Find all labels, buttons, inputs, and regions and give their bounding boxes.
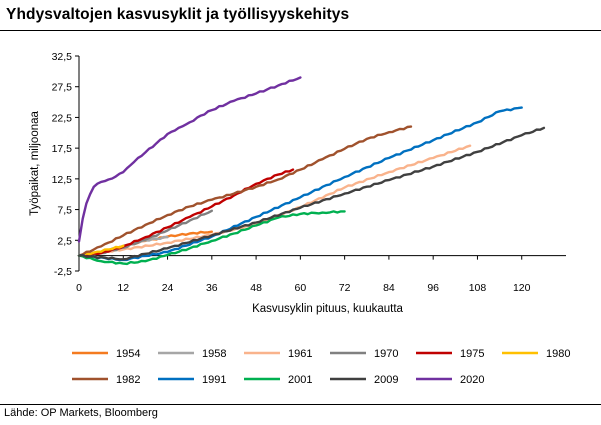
x-tick-label: 24 — [162, 282, 174, 294]
x-tick-label: 72 — [339, 282, 351, 294]
y-tick-label: 27,5 — [52, 82, 73, 94]
x-tick-label: 36 — [206, 282, 218, 294]
legend-label-1980: 1980 — [546, 348, 570, 360]
legend-label-1961: 1961 — [288, 348, 312, 360]
y-tick-label: 17,5 — [52, 143, 73, 155]
legend-label-1991: 1991 — [202, 374, 226, 386]
series-line-1980 — [77, 244, 125, 257]
x-tick-label: 84 — [383, 282, 395, 294]
x-tick-label: 60 — [295, 282, 307, 294]
series-line-2009 — [77, 126, 546, 261]
series-line-1991 — [77, 106, 523, 262]
legend-label-1958: 1958 — [202, 348, 226, 360]
x-tick-label: 0 — [76, 282, 82, 294]
title-divider — [0, 30, 601, 31]
series-line-2020 — [77, 76, 302, 243]
x-axis-title: Kasvusyklin pituus, kuukautta — [252, 303, 403, 315]
legend-label-1982: 1982 — [116, 374, 140, 386]
y-tick-label: 12,5 — [52, 174, 73, 186]
legend-label-2020: 2020 — [460, 374, 484, 386]
x-tick-label: 48 — [250, 282, 262, 294]
x-tick-label: 96 — [427, 282, 439, 294]
y-axis-title: Työpaikat, miljoonaa — [29, 110, 41, 215]
y-tick-label: 7,5 — [57, 205, 72, 217]
y-tick-label: 22,5 — [52, 112, 73, 124]
source-divider — [0, 404, 601, 405]
series-line-1982 — [77, 125, 413, 257]
source-note: Lähde: OP Markets, Bloomberg — [4, 407, 158, 419]
chart-legend: 1954 1958 1961 1970 1975 1980 1982 1991 2001 2009… — [72, 348, 570, 386]
y-tick-label: 32,5 — [52, 51, 73, 63]
series-line-2001 — [77, 210, 346, 266]
x-tick-label: 120 — [513, 282, 531, 294]
y-tick-label: -2,5 — [54, 266, 72, 278]
legend-label-2009: 2009 — [374, 374, 398, 386]
series-line-1961 — [77, 144, 472, 257]
legend-label-1954: 1954 — [116, 348, 140, 360]
x-tick-label: 108 — [469, 282, 487, 294]
page-title: Yhdysvaltojen kasvusyklit ja työllisyysk… — [6, 6, 350, 23]
y-tick-label: 2,5 — [57, 235, 72, 247]
legend-label-2001: 2001 — [288, 374, 312, 386]
chart-series — [77, 76, 546, 266]
legend-label-1970: 1970 — [374, 348, 398, 360]
chart-axes: -2,5 2,5 7,5 12,5 17,5 22,5 27,5 32,5 0 12 24 36 48 6… — [29, 51, 566, 315]
x-tick-label: 12 — [117, 282, 129, 294]
legend-label-1975: 1975 — [460, 348, 484, 360]
